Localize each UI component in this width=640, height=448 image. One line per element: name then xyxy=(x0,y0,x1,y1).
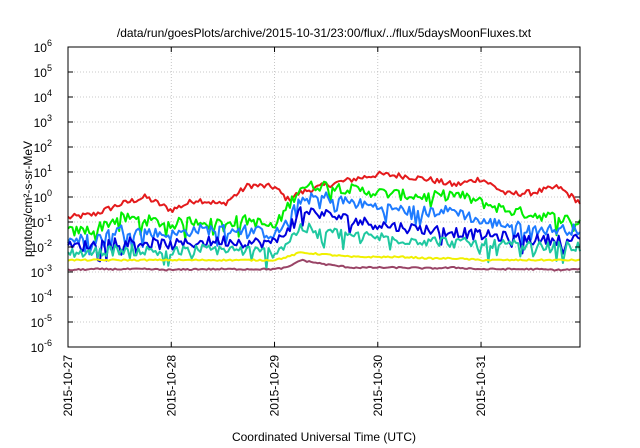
series-line xyxy=(67,222,581,271)
y-tick-label: 103 xyxy=(34,113,52,130)
y-tick-label: 100 xyxy=(34,188,52,205)
y-tick-label: 101 xyxy=(34,163,52,180)
series-line xyxy=(67,170,581,220)
y-tick-label: 104 xyxy=(34,88,52,105)
y-tick-label: 102 xyxy=(34,138,52,155)
chart-title: /data/run/goesPlots/archive/2015-10-31/2… xyxy=(117,26,532,40)
y-tick-label: 10-3 xyxy=(31,263,52,280)
y-tick-label: 10-4 xyxy=(31,288,52,305)
x-tick-label: 2015-10-30 xyxy=(371,355,385,417)
y-tick-label: 10-6 xyxy=(31,338,52,355)
y-tick-label: 106 xyxy=(34,38,52,55)
x-tick-label: 2015-10-29 xyxy=(268,355,282,417)
series-line xyxy=(67,258,581,272)
x-tick-label: 2015-10-27 xyxy=(61,355,75,417)
y-tick-label: 10-5 xyxy=(31,313,52,330)
y-tick-label: 10-1 xyxy=(31,213,52,230)
y-tick-label: 105 xyxy=(34,63,52,80)
y-axis-label: protons/cm²-s-sr-MeV xyxy=(21,141,35,257)
series-line xyxy=(67,180,581,243)
x-axis-label: Coordinated Universal Time (UTC) xyxy=(232,430,416,444)
x-axis-ticks: 2015-10-27 2015-10-28 2015-10-29 2015-10-30… xyxy=(61,47,488,416)
y-tick-label: 10-2 xyxy=(31,238,52,255)
series-line xyxy=(67,251,581,262)
x-tick-label: 2015-10-28 xyxy=(164,355,178,417)
series-line xyxy=(67,206,581,263)
y-axis-ticks: 10-6 10-5 10-4 10-3 10-2 10-1 100 101 102 103 104 1… xyxy=(31,38,580,355)
series-lines xyxy=(67,170,581,272)
x-tick-label: 2015-10-31 xyxy=(474,355,488,417)
